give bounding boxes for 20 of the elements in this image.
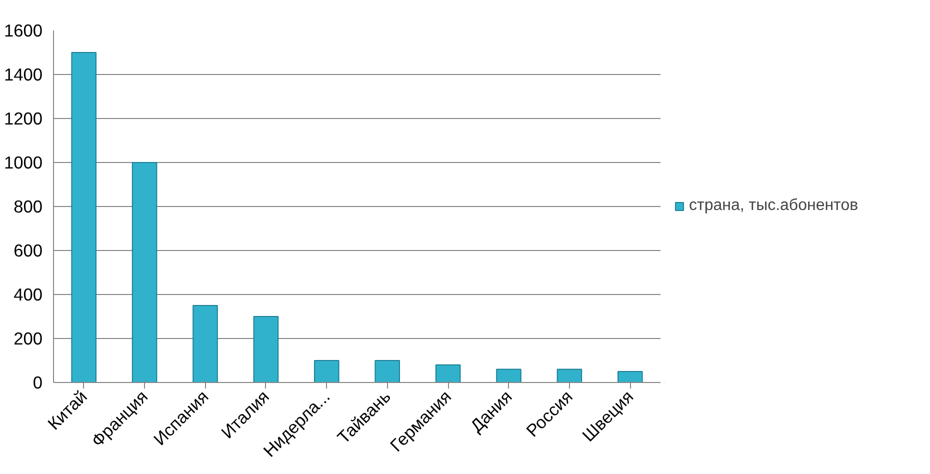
bar	[556, 368, 582, 382]
bar	[192, 305, 218, 382]
bar	[435, 364, 461, 382]
bar	[253, 316, 279, 382]
legend-label: страна, тыс.абонентов	[689, 197, 858, 215]
y-tick-label: 1400	[4, 64, 43, 84]
y-tick-label: 0	[32, 372, 43, 392]
y-tick-label: 200	[14, 328, 43, 348]
bar	[618, 371, 643, 382]
bar	[496, 368, 522, 382]
bar	[314, 360, 340, 382]
y-tick-label: 600	[14, 240, 43, 260]
y-tick-label: 1200	[4, 108, 43, 128]
y-tick-label: 1000	[4, 152, 43, 172]
y-tick-label: 800	[14, 196, 43, 216]
bar	[132, 162, 158, 382]
bar	[374, 360, 400, 382]
bar	[71, 52, 96, 382]
y-tick-label: 1600	[4, 20, 43, 40]
y-tick-label: 400	[14, 284, 43, 304]
